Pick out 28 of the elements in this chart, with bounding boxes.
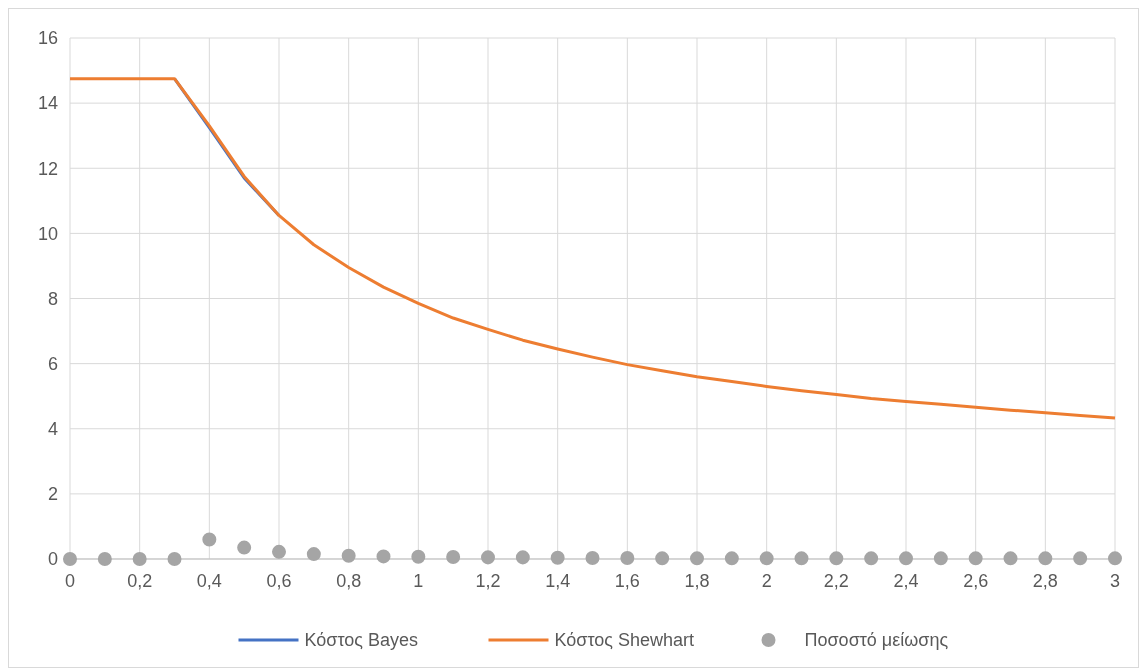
y-tick-label: 0: [47, 549, 58, 570]
legend-label: Κόστος Shewhart: [554, 630, 694, 651]
x-tick-label: 1,8: [684, 571, 710, 591]
y-tick-label: 10: [37, 223, 58, 244]
y-tick-label: 4: [47, 419, 58, 440]
y-tick-label: 8: [47, 288, 58, 309]
x-tick-label: 0,2: [127, 571, 153, 591]
x-tick-label: 2,6: [963, 571, 989, 591]
legend-label: Κόστος Bayes: [304, 630, 418, 651]
x-tick-label: 0,4: [196, 571, 222, 591]
x-tick-label: 3: [1109, 571, 1121, 591]
y-tick-label: 2: [47, 484, 58, 505]
x-tick-label: 1,2: [475, 571, 501, 591]
y-tick-label: 16: [37, 28, 58, 49]
x-tick-label: 0: [64, 571, 76, 591]
x-tick-label: 0,6: [266, 571, 292, 591]
x-tick-label: 1: [413, 571, 424, 591]
legend-label: Ποσοστό μείωσης: [804, 630, 949, 651]
x-tick-label: 1,6: [614, 571, 640, 591]
x-tick-label: 2,2: [823, 571, 849, 591]
y-tick-label: 6: [47, 353, 58, 374]
y-tick-label: 14: [37, 93, 58, 114]
x-tick-label: 1,4: [545, 571, 571, 591]
x-tick-label: 0,8: [336, 571, 362, 591]
x-tick-label: 2: [761, 571, 772, 591]
x-tick-label: 2,8: [1032, 571, 1058, 591]
x-tick-label: 2,4: [893, 571, 919, 591]
y-tick-label: 12: [37, 158, 58, 179]
